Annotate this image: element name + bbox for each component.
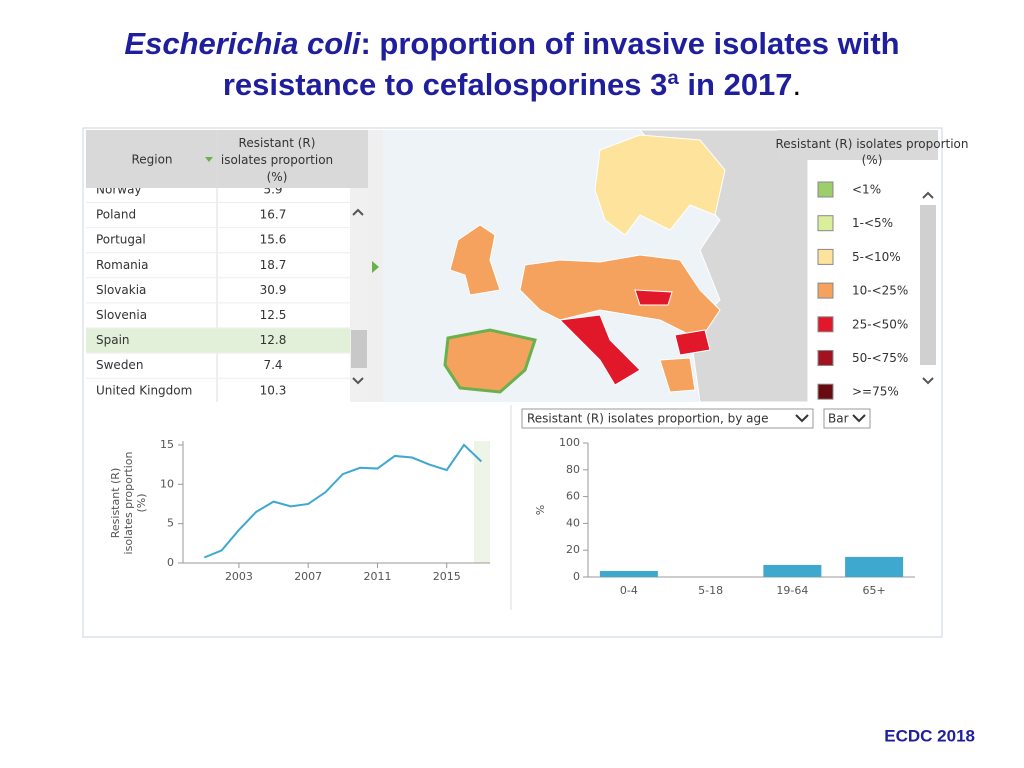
value-cell: 30.9 xyxy=(260,283,287,297)
x-tick-label: 65+ xyxy=(863,584,886,597)
scroll-thumb[interactable] xyxy=(351,330,367,368)
table-header-bg xyxy=(86,130,368,188)
title-line-2: resistance to cefalosporines 3ª in 2017. xyxy=(223,67,801,102)
y-axis-label: Resistant (R)isolates proportion(%) xyxy=(109,452,148,555)
legend-scroll[interactable] xyxy=(920,205,936,365)
legend-label: 1-<5% xyxy=(852,216,893,230)
map-iberia xyxy=(443,328,537,394)
map xyxy=(383,129,809,403)
y-tick-label: 100 xyxy=(559,436,580,449)
legend-label: >=75% xyxy=(852,385,899,399)
legend-swatch xyxy=(817,181,834,198)
region-cell: Slovenia xyxy=(96,308,147,322)
value-cell: 16.7 xyxy=(260,208,287,222)
map-uk xyxy=(449,224,501,296)
y-tick-label: 0 xyxy=(573,570,580,583)
dropdown-arrows[interactable] xyxy=(795,414,866,423)
splitter-arrow[interactable] xyxy=(372,261,379,273)
x-tick-label: 19-64 xyxy=(776,584,808,597)
legend-header-bg xyxy=(778,130,938,160)
legend-swatch xyxy=(817,215,834,232)
legend-label: 10-<25% xyxy=(852,284,908,298)
title-end: . xyxy=(793,67,802,102)
y-tick-label: 10 xyxy=(160,477,174,490)
x-tick-label: 2015 xyxy=(433,570,461,583)
footer: ECDC 2018 xyxy=(884,726,975,745)
bar xyxy=(763,564,822,577)
region-cell: Spain xyxy=(96,333,130,347)
region-cell: Portugal xyxy=(96,233,146,247)
region-cell: Slovakia xyxy=(96,283,146,297)
dropdown-indicator-label[interactable]: Resistant (R) isolates proportion, by ag… xyxy=(527,412,769,426)
dropdown-type-label[interactable]: Bar xyxy=(828,412,849,426)
legend-swatch xyxy=(817,383,834,400)
region-cell: United Kingdom xyxy=(96,383,192,397)
map-nordic xyxy=(594,134,726,236)
x-tick-label: 5-18 xyxy=(698,584,723,597)
legend-label: <1% xyxy=(852,183,881,197)
region-cell: Poland xyxy=(96,208,136,222)
y-tick-label: 40 xyxy=(566,516,580,529)
bar xyxy=(599,570,658,577)
title-line-1: Escherichia coli: proportion of invasive… xyxy=(124,26,899,61)
scrollbar[interactable] xyxy=(350,188,368,402)
y-axis-label: % xyxy=(534,505,547,515)
region-cell: Romania xyxy=(96,258,148,272)
selected-row xyxy=(86,328,350,353)
legend-label: 50-<75% xyxy=(852,351,908,365)
scroll-arrows[interactable] xyxy=(352,208,364,385)
title-rest-2: resistance to cefalosporines 3ª in 2017 xyxy=(223,67,793,102)
value-cell: 10.3 xyxy=(260,383,287,397)
value-cell: 7.4 xyxy=(263,358,282,372)
title-rest-1: : proportion of invasive isolates with xyxy=(360,26,899,61)
legend-scroll-arrows[interactable] xyxy=(922,191,934,385)
value-cell: 18.7 xyxy=(260,258,287,272)
legend-label: 5-<10% xyxy=(852,250,901,264)
table-body: Norway 5.9 Poland 16.7 Portugal 15.6 Romania 18… xyxy=(86,183,350,397)
y-tick-label: 15 xyxy=(160,438,174,451)
dropdown-type[interactable] xyxy=(823,408,871,429)
map-greece xyxy=(659,357,696,393)
legend-title: Resistant (R) isolates proportion (%) xyxy=(776,137,969,167)
title-italic: Escherichia coli xyxy=(124,26,361,61)
x-tick-label: 2007 xyxy=(294,570,322,583)
value-cell: 12.5 xyxy=(260,308,287,322)
x-tick-label: 2011 xyxy=(363,570,391,583)
trend-line xyxy=(203,443,483,559)
y-tick-label: 0 xyxy=(167,556,174,569)
header-region: Region xyxy=(131,153,172,167)
dropdown-indicator[interactable] xyxy=(521,408,814,429)
region-cell: Sweden xyxy=(96,358,143,372)
x-tick-label: 0-4 xyxy=(620,584,638,597)
selected-year-band xyxy=(474,441,490,563)
sort-arrow[interactable] xyxy=(205,157,213,162)
legend-swatch xyxy=(817,350,834,366)
value-cell: 12.8 xyxy=(260,333,287,347)
y-tick-label: 5 xyxy=(167,517,174,530)
header-value: Resistant (R) isolates proportion (%) xyxy=(221,136,333,184)
y-tick-label: 60 xyxy=(566,490,580,503)
legend-swatch xyxy=(817,282,834,299)
legend-swatch xyxy=(817,316,834,333)
x-tick-label: 2003 xyxy=(225,570,253,583)
value-cell: 15.6 xyxy=(260,233,287,247)
map-bulgaria xyxy=(674,329,711,356)
y-tick-label: 80 xyxy=(566,463,580,476)
bar xyxy=(845,556,904,577)
legend-swatch xyxy=(817,248,834,265)
y-tick-label: 20 xyxy=(566,543,580,556)
map-italy xyxy=(558,314,641,386)
legend-label: 25-<50% xyxy=(852,317,908,331)
region-cell: Norway xyxy=(96,183,142,197)
value-cell: 5.9 xyxy=(263,183,282,197)
map-slovakia xyxy=(634,289,673,306)
